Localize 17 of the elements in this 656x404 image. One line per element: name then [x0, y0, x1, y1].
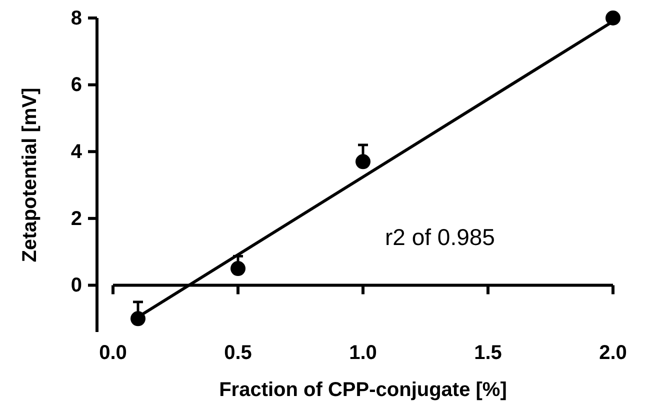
point [130, 311, 146, 326]
point [356, 154, 370, 170]
point [230, 261, 246, 276]
x-tick-label: 1.5 [474, 342, 502, 364]
x-tick-label: 0.0 [99, 342, 127, 364]
x-tick-label: 2.0 [599, 342, 627, 364]
y-tick-label: 2 [70, 208, 82, 230]
x-tick-label: 1.0 [349, 342, 377, 364]
y-tick-label: 0 [70, 274, 82, 297]
y-tick-label: 4 [70, 141, 83, 164]
y-axis-title: Zetapotential [mV] [19, 88, 41, 262]
y-tick-label: 8 [70, 7, 82, 30]
x-axis-title: Fraction of CPP-conjugate [%] [219, 379, 507, 401]
point [606, 10, 620, 26]
y-tick-label: 6 [70, 74, 82, 96]
x-tick-label: 0.5 [224, 342, 252, 364]
annotation: r2 of 0.985 [385, 224, 495, 250]
